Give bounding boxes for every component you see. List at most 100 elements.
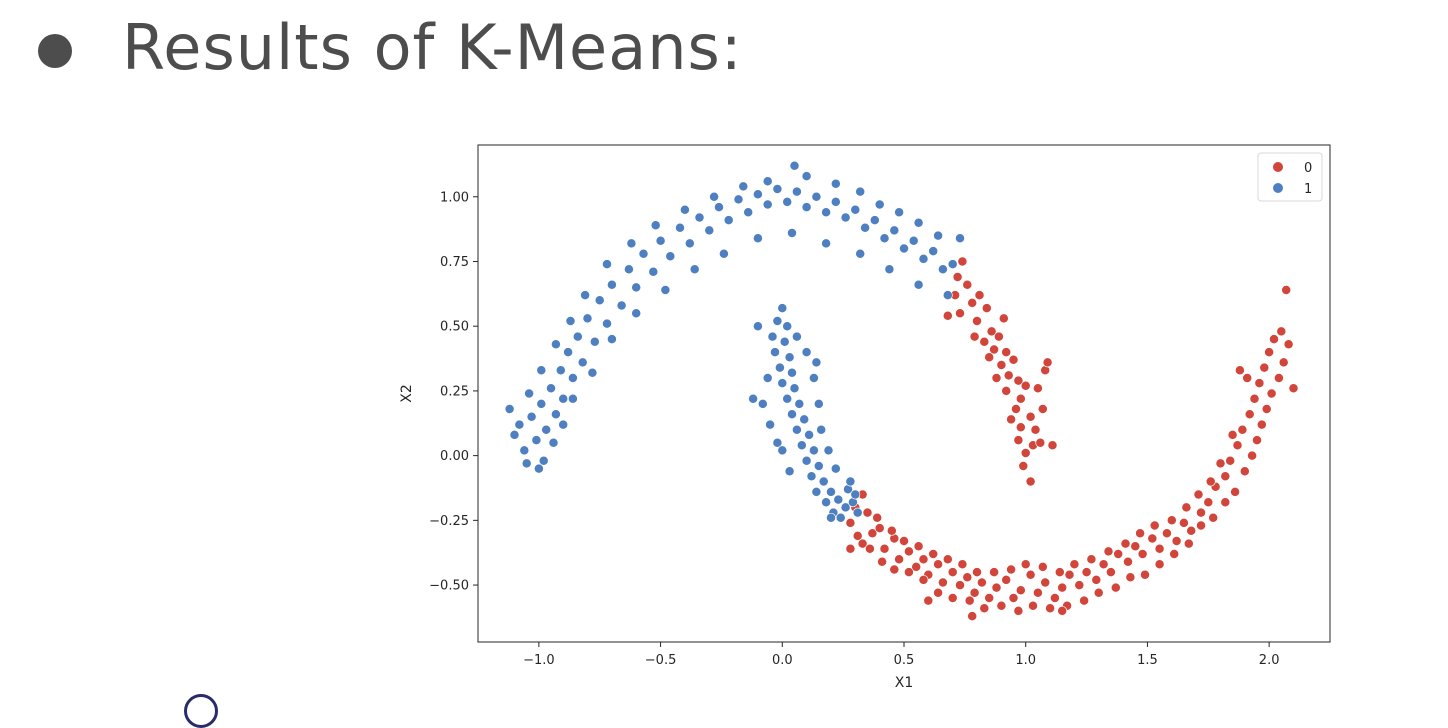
point-series-0-16: [1008, 354, 1019, 365]
point-series-0-25: [1030, 424, 1041, 435]
point-series-0-150: [1037, 561, 1048, 572]
point-series-1-2: [519, 445, 530, 456]
point-series-0-136: [877, 556, 888, 567]
point-series-0-145: [957, 559, 968, 570]
point-series-0-171: [923, 595, 934, 606]
point-series-1-48: [869, 215, 880, 226]
point-series-0-21: [1020, 380, 1031, 391]
point-series-1-41: [801, 202, 812, 213]
point-series-0-44: [845, 517, 856, 528]
point-series-1-10: [555, 365, 566, 376]
point-series-0-139: [872, 512, 883, 523]
point-series-1-132: [813, 398, 824, 409]
point-series-0-128: [996, 600, 1007, 611]
point-series-0-166: [1281, 285, 1292, 295]
point-series-1-51: [899, 243, 909, 254]
point-series-1-84: [660, 285, 671, 295]
point-series-1-1: [514, 419, 525, 430]
point-series-1-60: [874, 199, 885, 210]
point-series-0-168: [845, 543, 856, 554]
point-series-0-13: [989, 344, 1000, 355]
point-series-0-133: [918, 574, 929, 585]
point-series-0-53: [911, 561, 922, 572]
point-series-1-116: [801, 455, 812, 466]
point-series-1-38: [772, 184, 783, 194]
point-series-1-0: [509, 429, 520, 440]
legend-label-0: 0: [1304, 161, 1312, 176]
point-series-0-84: [1154, 543, 1165, 554]
point-series-1-102: [770, 347, 780, 358]
point-series-0-156: [1135, 528, 1146, 539]
x-axis-label: X1: [895, 675, 914, 691]
point-series-0-47: [857, 538, 868, 549]
point-series-0-100: [1264, 347, 1275, 358]
point-series-1-103: [784, 352, 795, 363]
point-series-0-140: [886, 525, 897, 536]
point-series-0-115: [1196, 520, 1206, 531]
point-series-0-108: [1256, 419, 1267, 430]
point-series-0-106: [1266, 388, 1277, 399]
point-series-0-80: [1123, 556, 1133, 567]
point-series-1-34: [733, 194, 744, 205]
point-series-1-8: [546, 383, 556, 394]
point-series-1-33: [723, 215, 734, 226]
bullet-icon: [38, 34, 72, 68]
point-series-0-87: [1178, 517, 1189, 528]
point-series-1-17: [589, 336, 600, 347]
point-series-1-65: [762, 176, 773, 187]
point-series-0-54: [918, 554, 929, 565]
point-series-1-119: [818, 476, 829, 487]
point-series-1-76: [524, 388, 535, 399]
point-series-1-5: [536, 398, 547, 409]
point-series-1-133: [816, 424, 827, 435]
point-series-0-165: [1234, 365, 1245, 376]
point-series-0-134: [903, 567, 914, 578]
y-tick-label: 0.25: [440, 384, 469, 399]
point-series-1-107: [789, 383, 800, 394]
point-series-1-29: [684, 238, 695, 249]
point-series-0-74: [1074, 580, 1085, 591]
point-series-1-26: [655, 235, 666, 246]
point-series-0-6: [942, 310, 953, 321]
point-series-1-16: [582, 313, 593, 324]
point-series-0-19: [1001, 385, 1012, 396]
point-series-0-66: [1008, 593, 1019, 603]
point-series-0-17: [1003, 370, 1014, 381]
point-series-1-122: [821, 497, 832, 508]
point-series-1-136: [762, 373, 773, 383]
point-series-0-30: [1018, 461, 1029, 471]
x-tick-label: 0.5: [894, 653, 915, 668]
point-series-0-46: [867, 528, 878, 539]
point-series-1-80: [567, 393, 578, 404]
y-tick-label: 0.00: [440, 449, 469, 464]
point-series-1-50: [889, 225, 900, 236]
point-series-1-101: [779, 336, 790, 347]
point-series-1-77: [504, 404, 515, 414]
point-series-0-148: [1006, 564, 1017, 575]
point-series-0-77: [1098, 559, 1109, 570]
point-series-1-89: [821, 238, 832, 249]
point-series-1-110: [787, 409, 797, 420]
point-series-0-138: [852, 530, 863, 541]
point-series-0-11: [979, 336, 990, 347]
point-series-0-161: [1205, 476, 1216, 487]
point-series-0-88: [1186, 525, 1197, 536]
point-series-0-51: [894, 554, 905, 565]
point-series-1-75: [536, 365, 547, 376]
point-series-1-13: [567, 373, 578, 383]
point-series-1-19: [602, 318, 612, 329]
point-series-1-7: [538, 455, 549, 466]
point-series-1-28: [675, 222, 685, 233]
point-series-0-83: [1147, 533, 1158, 544]
point-series-0-162: [1215, 458, 1226, 469]
point-series-1-39: [782, 196, 793, 207]
point-series-0-56: [933, 559, 944, 570]
point-series-0-94: [1232, 440, 1243, 451]
legend: 0 1: [1257, 152, 1323, 202]
point-series-0-155: [1120, 538, 1131, 549]
point-series-0-127: [1013, 605, 1024, 616]
point-series-1-104: [774, 362, 785, 373]
y-axis-label: X2: [399, 384, 415, 403]
point-series-1-113: [804, 429, 815, 440]
point-series-0-64: [991, 582, 1002, 593]
